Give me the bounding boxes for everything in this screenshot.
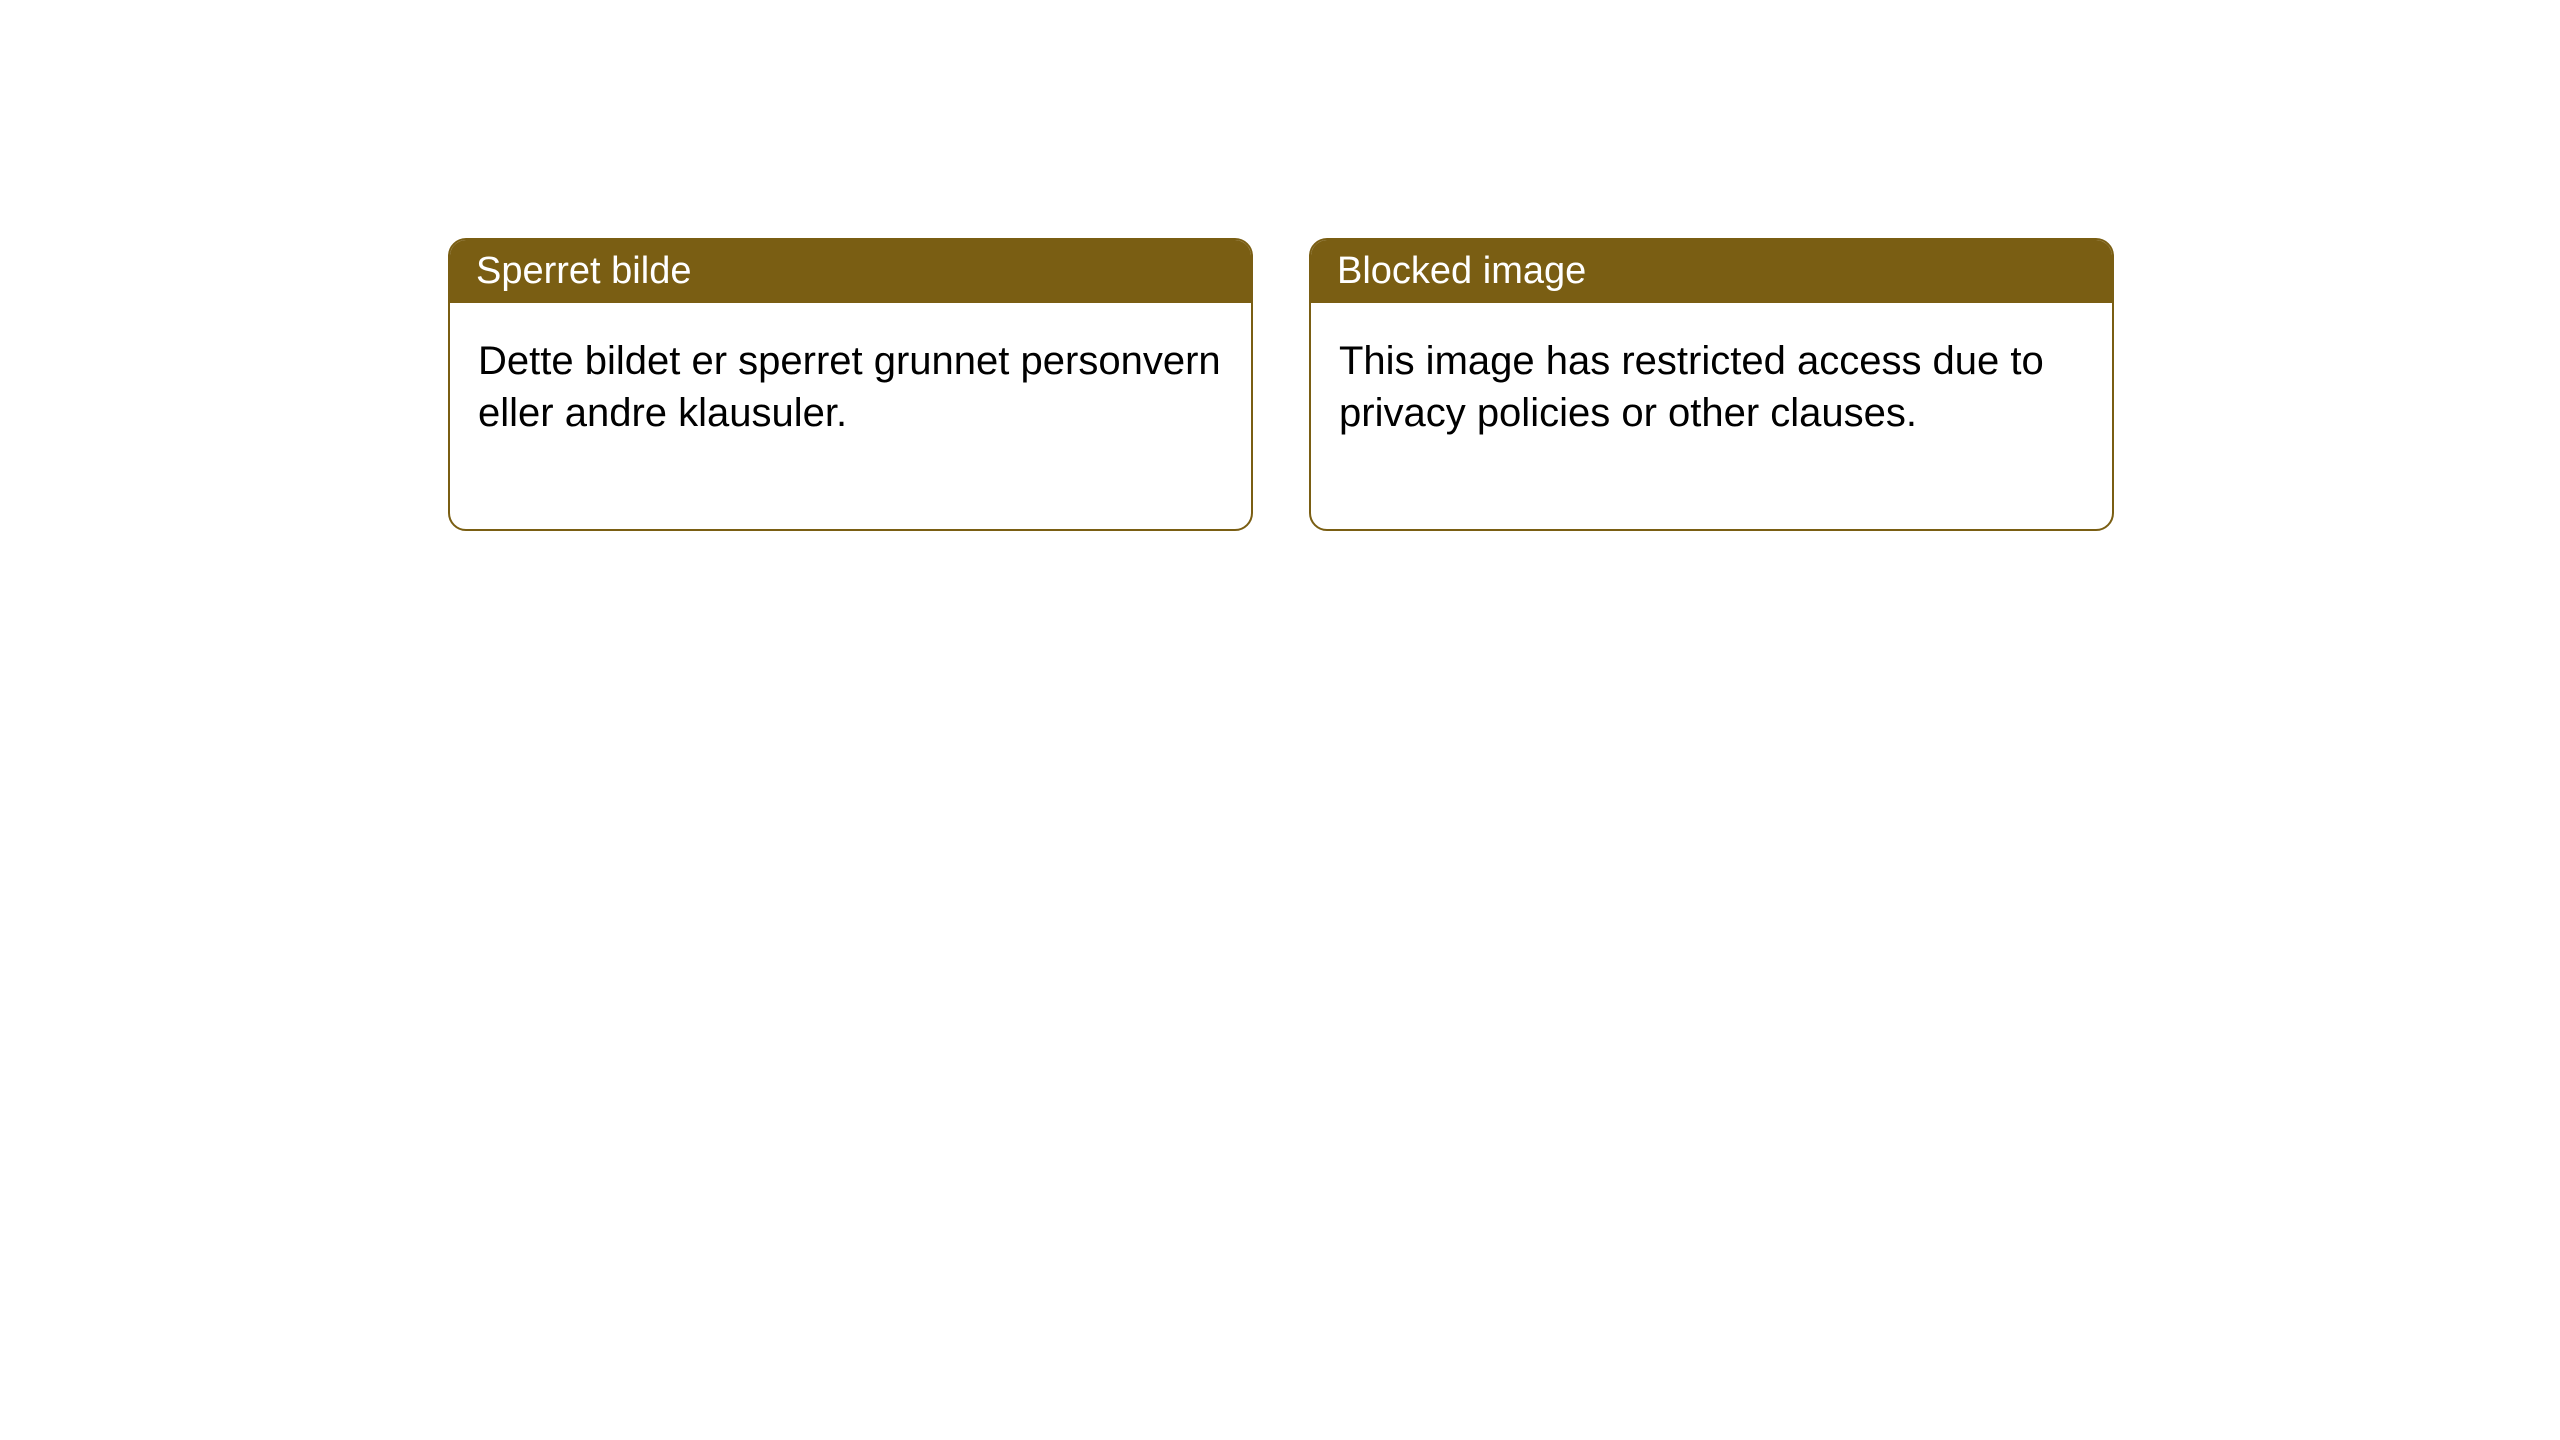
blocked-image-notices: Sperret bilde Dette bildet er sperret gr… bbox=[448, 238, 2114, 531]
notice-card-norwegian: Sperret bilde Dette bildet er sperret gr… bbox=[448, 238, 1253, 531]
card-header: Sperret bilde bbox=[450, 240, 1251, 303]
card-body-text: Dette bildet er sperret grunnet personve… bbox=[478, 339, 1221, 435]
notice-card-english: Blocked image This image has restricted … bbox=[1309, 238, 2114, 531]
card-body: Dette bildet er sperret grunnet personve… bbox=[450, 303, 1251, 529]
card-title: Sperret bilde bbox=[476, 250, 691, 292]
card-title: Blocked image bbox=[1337, 250, 1586, 292]
card-body-text: This image has restricted access due to … bbox=[1339, 339, 2044, 435]
card-body: This image has restricted access due to … bbox=[1311, 303, 2112, 529]
card-header: Blocked image bbox=[1311, 240, 2112, 303]
